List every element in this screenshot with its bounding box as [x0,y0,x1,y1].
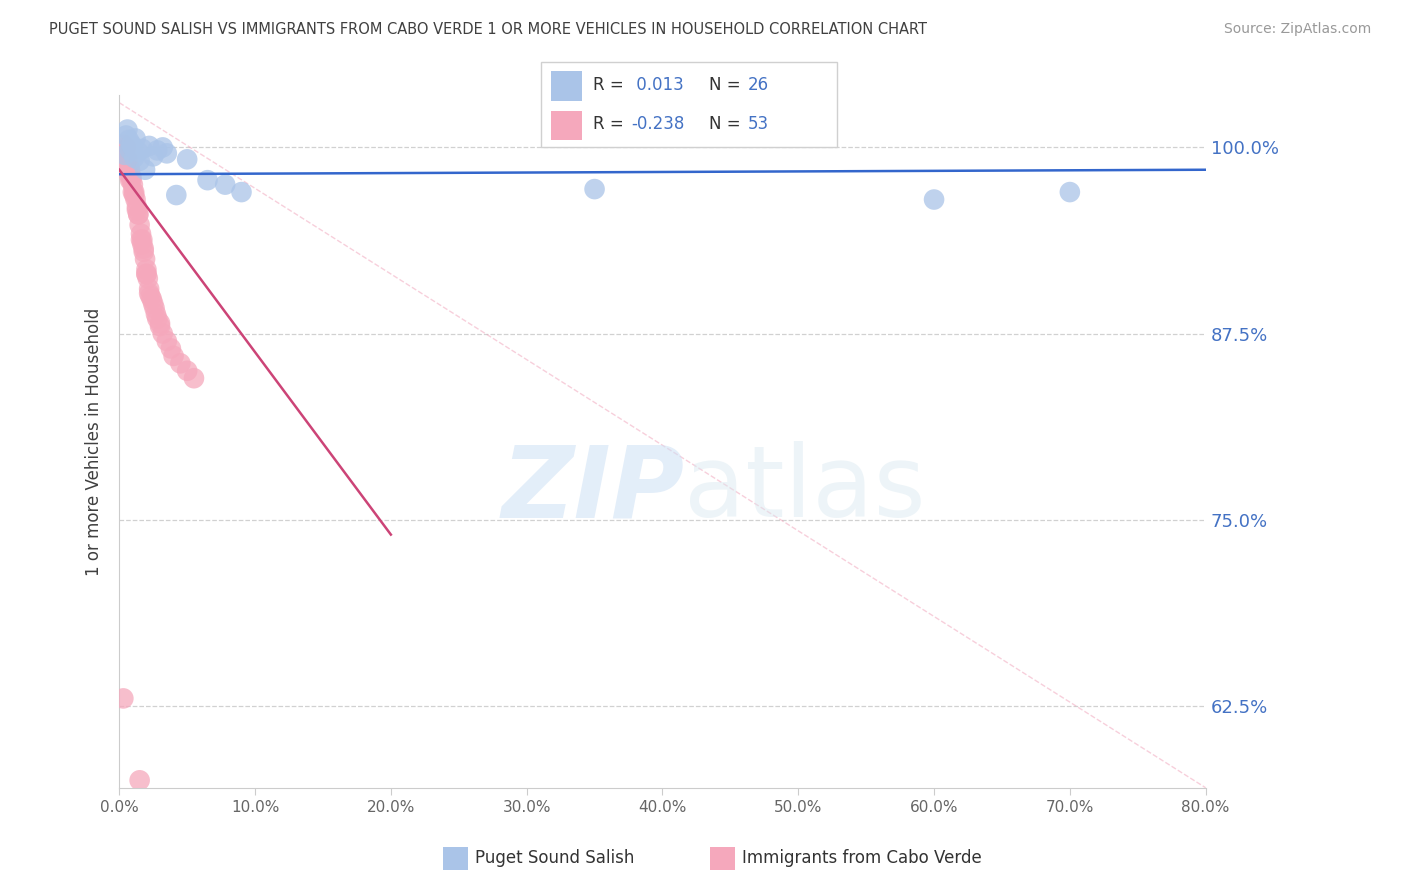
Text: 0.013: 0.013 [631,77,685,95]
Text: R =: R = [593,115,630,133]
Text: Source: ZipAtlas.com: Source: ZipAtlas.com [1223,22,1371,37]
Point [120,144,142,158]
Point [152,326,174,341]
Point [132,244,155,259]
Point [165,188,187,202]
Point [169,356,191,370]
Point [127,207,149,221]
Point [152,140,174,154]
Point [127,145,149,159]
Text: 53: 53 [748,115,769,133]
Point [145,307,167,321]
Point [134,162,156,177]
Point [138,139,160,153]
Point [115,155,138,169]
Point [117,122,139,136]
Point [122,151,145,165]
Point [124,193,146,207]
Point [122,185,145,199]
Point [121,173,143,187]
Text: R =: R = [593,77,630,95]
Point [118,158,141,172]
Point [138,286,160,301]
Point [146,144,169,158]
Point [112,691,135,706]
Point [125,200,148,214]
Point [121,178,143,192]
Point [1059,185,1081,199]
Point [141,293,163,307]
Point [160,342,183,356]
Text: Immigrants from Cabo Verde: Immigrants from Cabo Verde [742,849,983,867]
Point [131,142,153,156]
Point [142,149,165,163]
Point [112,137,135,152]
Point [114,148,136,162]
Point [114,148,136,162]
Point [118,167,141,181]
Point [143,301,166,316]
Point [156,334,179,348]
Point [146,311,169,326]
Point [176,153,198,167]
Point [120,173,142,187]
Point [121,137,143,152]
Text: PUGET SOUND SALISH VS IMMIGRANTS FROM CABO VERDE 1 OR MORE VEHICLES IN HOUSEHOLD: PUGET SOUND SALISH VS IMMIGRANTS FROM CA… [49,22,927,37]
Point [125,202,148,217]
Point [122,188,145,202]
Point [115,140,138,154]
Point [135,262,157,277]
Point [183,371,205,385]
Point [112,144,135,158]
Point [131,233,153,247]
Point [231,185,253,199]
Point [111,144,134,158]
Point [922,193,945,207]
Point [176,364,198,378]
Point [115,128,138,143]
Point [120,162,142,177]
Text: atlas: atlas [685,442,925,539]
Point [129,227,152,241]
Point [139,289,162,303]
Point [583,182,606,196]
Point [128,218,150,232]
Point [134,252,156,266]
Point [162,349,184,363]
Point [121,170,143,185]
Point [118,133,141,147]
Point [117,162,139,177]
Point [135,267,157,281]
Point [128,773,150,788]
Point [128,153,150,168]
Y-axis label: 1 or more Vehicles in Household: 1 or more Vehicles in Household [86,308,103,575]
Point [142,297,165,311]
Point [121,185,143,199]
Point [127,207,149,221]
Point [132,242,155,256]
Point [136,271,159,285]
Point [114,148,136,162]
Point [156,146,179,161]
Point [214,178,236,192]
Text: 26: 26 [748,77,769,95]
Text: -0.238: -0.238 [631,115,685,133]
Text: ZIP: ZIP [501,442,685,539]
Point [129,233,152,247]
Point [197,173,219,187]
Point [124,131,146,145]
Point [135,267,157,281]
Point [138,282,160,296]
Text: N =: N = [709,115,745,133]
Point [149,316,172,330]
Text: N =: N = [709,77,745,95]
Point [121,140,143,154]
Point [131,237,153,252]
Point [149,319,172,334]
Point [117,153,139,167]
Text: Puget Sound Salish: Puget Sound Salish [475,849,634,867]
